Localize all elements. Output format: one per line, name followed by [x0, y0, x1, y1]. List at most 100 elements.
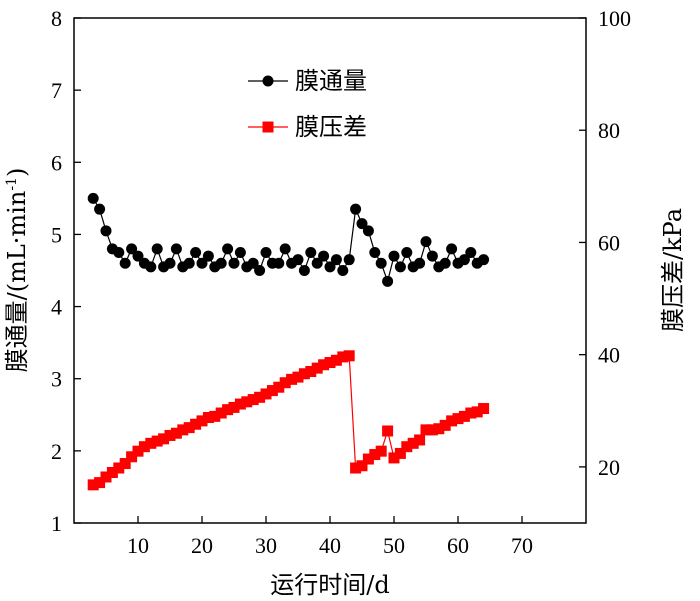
data-point-tmp [241, 396, 253, 408]
data-point-tmp [145, 437, 157, 449]
data-point-flux [145, 261, 157, 273]
data-point-tmp [350, 462, 362, 474]
legend: 膜通量 膜压差 [248, 67, 367, 141]
data-point-flux [458, 254, 470, 266]
data-point-tmp [234, 398, 246, 410]
data-point-tmp [414, 434, 426, 446]
data-point-tmp [94, 477, 106, 489]
data-point-tmp [478, 403, 490, 415]
y-right-tick-label: 20 [598, 455, 620, 480]
data-point-tmp [106, 467, 118, 478]
data-point-tmp [247, 394, 259, 406]
legend-flux-label: 膜通量 [295, 67, 367, 95]
data-point-tmp [209, 410, 221, 422]
y-right-tick-label: 40 [598, 343, 620, 368]
data-point-tmp [202, 412, 214, 424]
legend-tmp-marker [262, 121, 274, 133]
data-point-tmp [356, 460, 368, 472]
x-tick-label: 70 [511, 533, 533, 558]
data-point-flux [132, 250, 144, 262]
data-point-tmp [266, 385, 278, 397]
data-point-tmp [260, 388, 272, 400]
data-point-flux [87, 192, 99, 204]
data-point-tmp [279, 377, 291, 389]
data-point-flux [369, 246, 381, 258]
data-point-tmp [305, 366, 317, 377]
data-point-tmp [439, 419, 451, 431]
data-point-flux [126, 243, 138, 255]
data-point-tmp [465, 407, 477, 419]
data-point-tmp [458, 410, 470, 422]
data-point-flux [426, 250, 438, 262]
data-point-tmp [375, 445, 387, 457]
y-left-tick-label: 5 [51, 222, 62, 247]
y-right-tick-label: 80 [598, 118, 620, 143]
data-point-flux [113, 246, 125, 258]
data-point-flux [305, 246, 317, 258]
data-point-flux [414, 257, 426, 269]
data-point-tmp [471, 406, 483, 418]
data-point-flux [94, 203, 106, 215]
y-right-tick-label: 60 [598, 230, 620, 255]
data-point-tmp [119, 458, 131, 470]
data-point-flux [350, 203, 362, 215]
data-point-tmp [222, 404, 234, 416]
data-point-tmp [452, 413, 464, 425]
data-point-flux [279, 243, 291, 255]
y-axis-left-title-close: ) [3, 168, 31, 177]
y-left-tick-label: 6 [51, 150, 62, 175]
y-left-tick-label: 4 [51, 295, 62, 320]
data-point-flux [375, 257, 387, 269]
data-point-tmp [407, 437, 419, 449]
data-point-flux [356, 218, 368, 230]
y-left-tick-label: 7 [51, 78, 62, 103]
x-tick-label: 10 [127, 533, 149, 558]
data-point-tmp [228, 401, 240, 413]
data-point-flux [394, 261, 406, 273]
data-point-flux [170, 243, 182, 255]
data-point-tmp [164, 429, 176, 441]
data-point-tmp [446, 415, 458, 427]
data-point-flux [183, 257, 195, 269]
data-point-tmp [292, 371, 304, 383]
data-point-flux [446, 243, 458, 255]
data-point-tmp [190, 418, 202, 430]
data-point-tmp [113, 462, 125, 474]
y-left-tick-label: 1 [51, 511, 62, 536]
y-axis-left-title-superscript: -1 [4, 177, 20, 191]
data-point-flux [228, 257, 240, 269]
data-point-tmp [170, 427, 182, 439]
data-point-flux [382, 275, 394, 287]
data-point-tmp [126, 451, 138, 463]
x-tick-label: 40 [319, 533, 341, 558]
data-point-tmp [426, 424, 438, 436]
data-point-flux [222, 243, 234, 255]
data-point-flux [330, 254, 342, 266]
data-point-flux [439, 257, 451, 269]
legend-flux-marker [262, 75, 274, 87]
data-point-tmp [343, 350, 355, 362]
data-point-flux [318, 250, 330, 262]
ticks: 10 20 30 40 50 60 70 1 2 3 4 5 6 7 8 20 40 60 80 100 [51, 6, 631, 558]
data-point-tmp [151, 435, 163, 447]
data-point-tmp [177, 424, 189, 436]
data-point-tmp [138, 441, 150, 453]
data-point-flux [247, 257, 259, 269]
data-point-tmp [273, 381, 285, 393]
data-point-tmp [433, 423, 445, 435]
series-group [87, 192, 490, 491]
x-tick-label: 60 [447, 533, 469, 558]
data-point-tmp [362, 453, 374, 465]
data-point-tmp [87, 479, 99, 491]
data-point-tmp [420, 424, 432, 436]
data-point-tmp [298, 368, 310, 380]
y-left-tick-label: 8 [51, 6, 62, 31]
data-point-tmp [196, 415, 208, 427]
data-point-tmp [324, 357, 336, 369]
y-axis-right-title: 膜压差/kPa [659, 208, 687, 332]
data-point-flux [100, 225, 112, 237]
data-point-tmp [100, 471, 112, 483]
data-point-flux [260, 246, 272, 258]
data-point-flux [388, 250, 400, 262]
data-point-flux [151, 243, 163, 255]
